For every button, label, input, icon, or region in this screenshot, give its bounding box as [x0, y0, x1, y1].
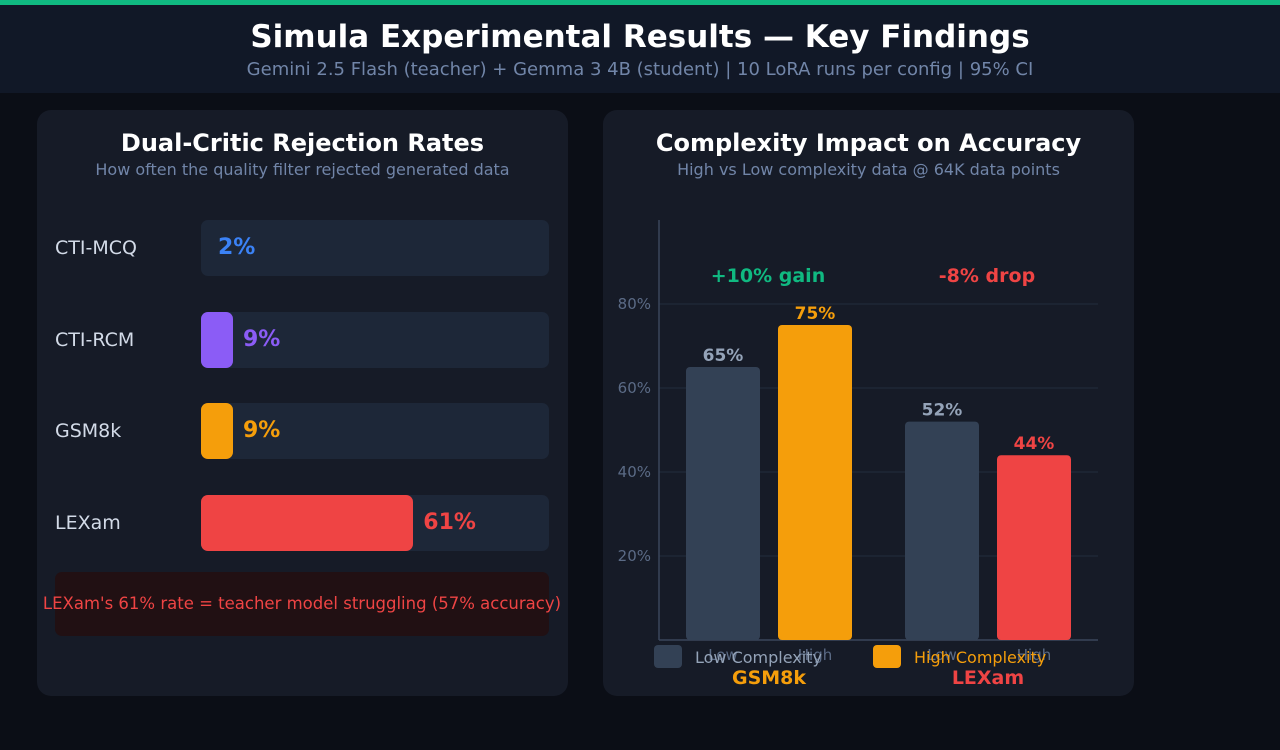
- y-tick-label: 80%: [618, 295, 651, 313]
- lexam-note: LEXam's 61% rate = teacher model struggl…: [43, 572, 561, 636]
- legend-label-high: High Complexity: [914, 648, 1046, 667]
- rejection-value-label: 9%: [243, 326, 281, 352]
- group-label: GSM8k: [732, 667, 806, 689]
- complexity-impact-panel: Complexity Impact on Accuracy High vs Lo…: [603, 110, 1134, 696]
- rejection-row-label: GSM8k: [55, 420, 122, 442]
- legend-label-low: Low Complexity: [695, 648, 822, 667]
- impact-panel-subtitle: High vs Low complexity data @ 64K data p…: [677, 160, 1060, 179]
- bar-value-label: 52%: [922, 401, 963, 421]
- rejection-value-label: 61%: [423, 509, 476, 535]
- rejection-bar: [201, 494, 414, 551]
- bar: [778, 325, 852, 640]
- rejection-bar: [201, 311, 233, 368]
- y-tick-label: 60%: [618, 379, 651, 397]
- rejection-bar: [201, 403, 233, 459]
- x-tick-label: Low: [927, 646, 957, 664]
- page-header: Simula Experimental Results — Key Findin…: [0, 5, 1280, 93]
- bar: [997, 455, 1071, 640]
- rejection-row: CTI-RCM 9%: [37, 311, 568, 368]
- rejection-bar-track: 2%: [201, 220, 549, 276]
- legend-swatch-low: [654, 645, 682, 668]
- rejection-row: CTI-MCQ 2%: [37, 220, 568, 276]
- bar-value-label: 44%: [1014, 434, 1055, 454]
- rejection-bar-track: 61%: [201, 494, 549, 551]
- rejection-rates-panel: Dual-Critic Rejection Rates How often th…: [37, 110, 568, 696]
- rejection-value-label: 2%: [218, 235, 256, 260]
- rejection-row-label: CTI-RCM: [55, 328, 135, 351]
- legend-swatch-high: [873, 645, 901, 668]
- x-tick-label: High: [798, 646, 832, 664]
- y-tick-label: 40%: [618, 463, 651, 481]
- bar-value-label: 65%: [703, 346, 744, 366]
- group-label: LEXam: [952, 667, 1024, 689]
- rejection-bar-track: 9%: [201, 403, 549, 459]
- rejection-bar-track: 9%: [201, 311, 549, 368]
- rejection-row-label: LEXam: [55, 511, 121, 534]
- rejection-row: LEXam 61%: [37, 494, 568, 551]
- x-tick-label: Low: [708, 646, 738, 664]
- page-title: Simula Experimental Results — Key Findin…: [250, 19, 1030, 55]
- bar-value-label: 75%: [795, 304, 836, 324]
- accent-top-line: [0, 0, 1280, 5]
- rejection-row-label: CTI-MCQ: [55, 237, 137, 259]
- rejection-row: GSM8k 9%: [37, 403, 568, 459]
- lexam-note-text: LEXam's 61% rate = teacher model struggl…: [42, 594, 562, 613]
- drop-annotation: -8% drop: [939, 265, 1035, 287]
- rejection-panel-subtitle: How often the quality filter rejected ge…: [95, 160, 510, 179]
- impact-panel-title: Complexity Impact on Accuracy: [655, 129, 1082, 157]
- page-subtitle: Gemini 2.5 Flash (teacher) + Gemma 3 4B …: [246, 59, 1034, 80]
- rejection-value-label: 9%: [243, 418, 281, 443]
- complexity-bar-chart: 20% 40% 60% 80% 65% Low 75% High GSM8k 52% Low 44% H…: [618, 220, 1098, 689]
- bar: [905, 421, 979, 640]
- bar: [686, 367, 760, 640]
- x-tick-label: High: [1017, 646, 1051, 664]
- y-tick-label: 20%: [618, 547, 651, 565]
- gain-annotation: +10% gain: [711, 265, 825, 287]
- rejection-panel-title: Dual-Critic Rejection Rates: [120, 129, 485, 157]
